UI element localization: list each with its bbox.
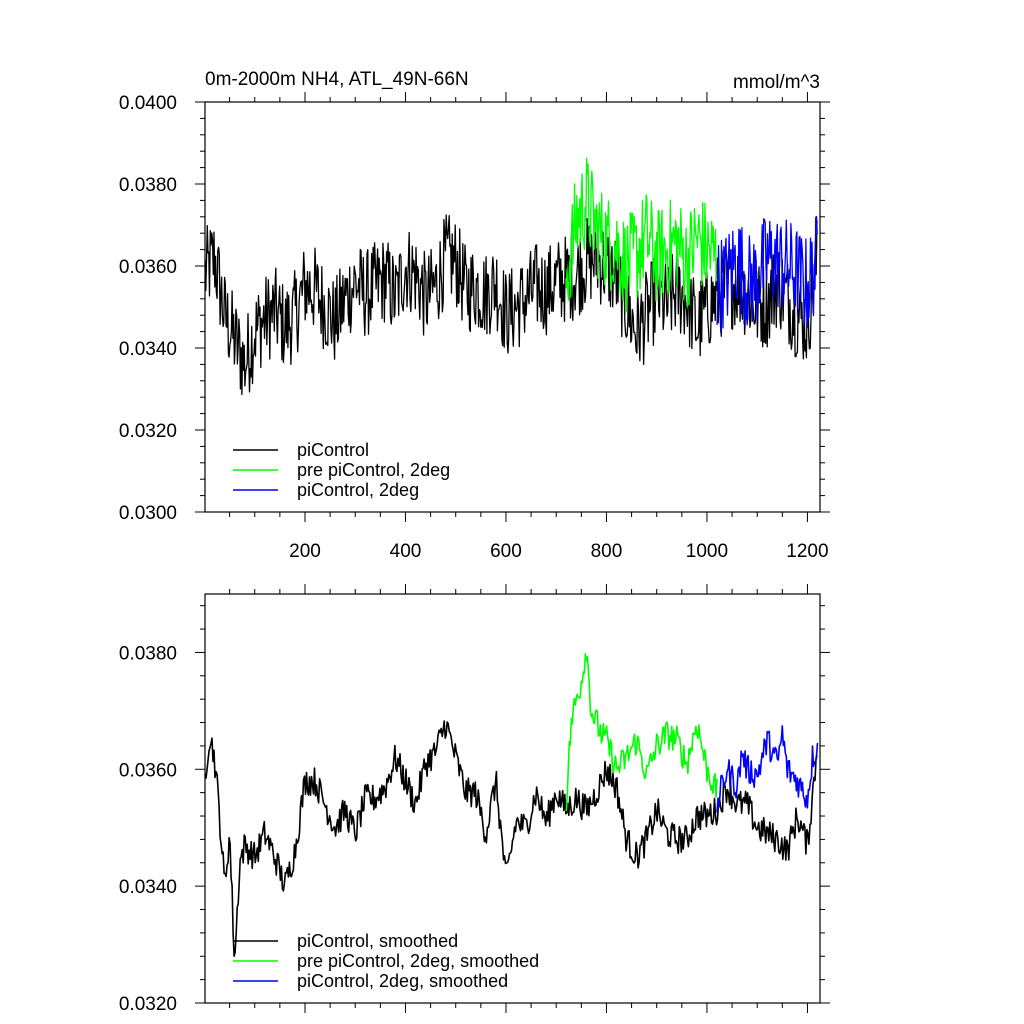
x-tick-label: 400 (390, 541, 422, 562)
y-tick-label: 0.0380 (119, 175, 177, 196)
x-tick-label: 200 (289, 541, 321, 562)
x-tick-label: 600 (490, 541, 522, 562)
y-tick-label: 0.0360 (119, 760, 177, 781)
legend-label-picontrol-2deg: piControl, 2deg (297, 480, 419, 500)
y-tick-label: 0.0320 (119, 421, 177, 442)
top-plot-frame (204, 101, 821, 513)
y-tick-label: 0.0360 (119, 257, 177, 278)
x-tick-label: 1000 (686, 541, 728, 562)
top-tick-layer: 200 400 600 800 1000 1200 0.0300 0.0320 0.0340 0.… (119, 92, 830, 562)
x-tick-label: 800 (591, 541, 623, 562)
bottom-series-layer (204, 652, 819, 958)
top-panel: 0m-2000m NH4, ATL_49N-66N mmol/m^3 200 40… (119, 69, 830, 562)
y-tick-label: 0.0380 (119, 643, 177, 664)
series-line-pre-picontrol-2deg-smoothed (565, 652, 718, 812)
series-line-picontrol-2deg-smoothed (716, 725, 819, 813)
series-line-picontrol (204, 214, 818, 396)
y-tick-label: 0.0400 (119, 93, 177, 114)
legend-label-picontrol-smoothed: piControl, smoothed (297, 931, 458, 951)
bottom-panel: 0.0320 0.0340 0.0360 0.0380 piControl, smoo… (119, 584, 830, 1015)
legend-label-picontrol: piControl (297, 440, 369, 460)
top-panel-units: mmol/m^3 (733, 72, 820, 93)
bottom-legend: piControl, smoothed pre piControl, 2deg,… (233, 931, 539, 991)
bottom-plot-frame (204, 593, 821, 1004)
series-line-picontrol-2deg (716, 215, 818, 334)
legend-label-pre-picontrol-2deg: pre piControl, 2deg (297, 460, 450, 480)
bottom-tick-layer: 0.0320 0.0340 0.0360 0.0380 (119, 584, 830, 1015)
top-legend: piControl pre piControl, 2deg piControl,… (233, 440, 450, 500)
y-tick-label: 0.0340 (119, 339, 177, 360)
series-line-pre-picontrol-2deg (565, 157, 718, 313)
y-tick-label: 0.0320 (119, 994, 177, 1015)
y-tick-label: 0.0340 (119, 877, 177, 898)
legend-label-pre-picontrol-2deg-smoothed: pre piControl, 2deg, smoothed (297, 951, 539, 971)
x-tick-label: 1200 (786, 541, 828, 562)
legend-label-picontrol-2deg-smoothed: piControl, 2deg, smoothed (297, 971, 508, 991)
top-panel-title: 0m-2000m NH4, ATL_49N-66N (205, 69, 469, 90)
top-series-layer (204, 157, 818, 396)
series-line-picontrol-smoothed (204, 720, 818, 958)
y-tick-label: 0.0300 (119, 503, 177, 524)
